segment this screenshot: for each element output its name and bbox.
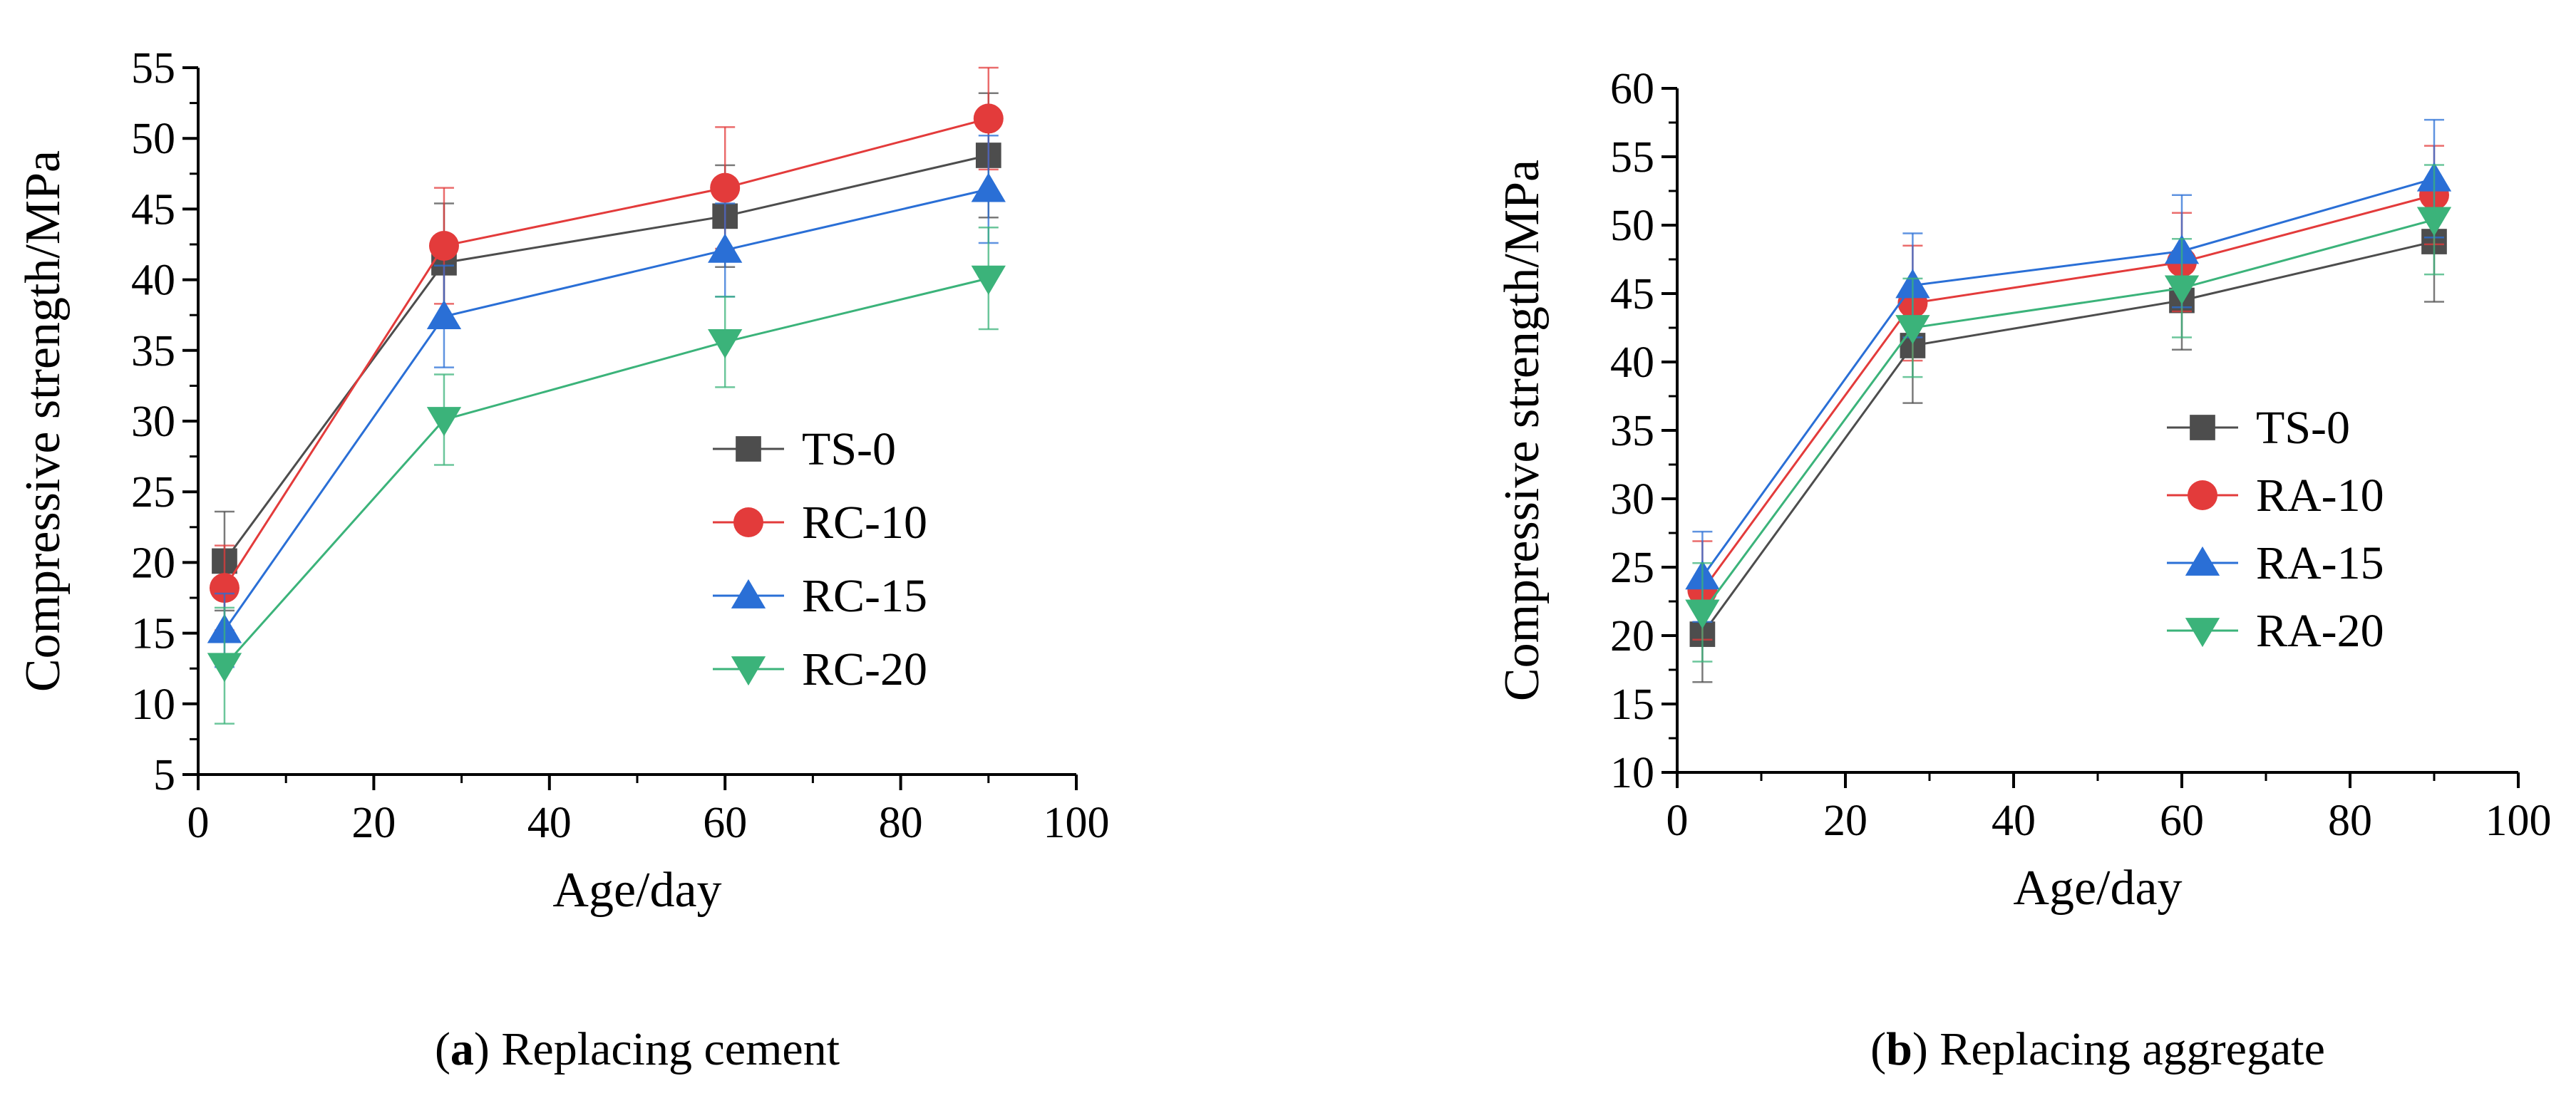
- legend-marker: [731, 579, 766, 609]
- caption-text: Replacing aggregate: [1939, 1023, 2325, 1075]
- x-tick-label: 20: [351, 799, 396, 847]
- legend-label: RC-15: [802, 570, 927, 622]
- caption-text: Replacing cement: [501, 1023, 840, 1075]
- chart-panel-b: 0 20 40 60 80 100 10 15 20 25 30 35 40 45 50 55 60 Age/da…: [1495, 65, 2552, 1075]
- legend-marker: [733, 507, 763, 537]
- data-point: [426, 300, 462, 330]
- x-tick-label: 100: [1044, 799, 1110, 847]
- legend-label: RA-10: [2256, 470, 2384, 522]
- data-point: [708, 329, 743, 358]
- x-tick-label: 60: [703, 799, 747, 847]
- series-line: [223, 277, 989, 667]
- legend-label: RC-10: [802, 497, 927, 549]
- legend-item-RC-20: RC-20: [713, 643, 927, 695]
- data-point: [207, 653, 242, 683]
- y-tick-label: 45: [131, 185, 175, 234]
- y-tick-label: 10: [131, 680, 175, 729]
- y-axis-title: Compressive strength/MPa: [1495, 160, 1550, 701]
- y-tick-label: 20: [131, 539, 175, 587]
- caption-label: b: [1886, 1023, 1912, 1075]
- series-line: [1701, 218, 2435, 613]
- series-line: [1701, 194, 2435, 591]
- x-tick-label: 80: [2328, 797, 2372, 845]
- y-tick-label: 30: [131, 398, 175, 446]
- y-tick-label: 50: [1610, 202, 1654, 250]
- y-tick-label: 5: [153, 751, 175, 799]
- x-tick-label: 60: [2160, 797, 2204, 845]
- y-tick-label: 35: [131, 327, 175, 376]
- legend-item-TS-0: TS-0: [2167, 402, 2350, 454]
- data-point: [209, 573, 239, 604]
- caption-label: a: [450, 1023, 474, 1075]
- legend-label: RA-20: [2256, 605, 2384, 657]
- x-tick-label: 20: [1823, 797, 1867, 845]
- data-point: [971, 265, 1006, 295]
- data-point: [973, 103, 1004, 134]
- series-RC-10: [209, 66, 1004, 631]
- x-axis-title: Age/day: [552, 863, 721, 918]
- series-line: [223, 188, 989, 631]
- y-tick-label: 10: [1610, 749, 1654, 797]
- y-tick-label: 15: [1610, 680, 1654, 729]
- y-tick-label: 25: [131, 468, 175, 517]
- legend-label: RC-20: [802, 643, 927, 695]
- legend-marker: [2185, 618, 2220, 648]
- series-RA-20: [1685, 164, 2452, 663]
- series-RC-20: [207, 226, 1006, 725]
- y-tick-label: 40: [1610, 338, 1654, 387]
- x-tick-label: 40: [527, 799, 572, 847]
- data-point: [428, 230, 459, 261]
- y-tick-label: 15: [131, 610, 175, 658]
- y-tick-label: 40: [131, 257, 175, 305]
- y-tick-label: 35: [1610, 407, 1654, 455]
- y-axis-title: Compressive strength/MPa: [16, 150, 71, 692]
- y-tick-label: 55: [1610, 133, 1654, 182]
- y-tick-label: 45: [1610, 270, 1654, 319]
- legend-item-RA-10: RA-10: [2167, 470, 2384, 522]
- caption-b: (b) Replacing aggregate: [1870, 1023, 2325, 1075]
- x-tick-label: 80: [879, 799, 923, 847]
- data-point: [2416, 207, 2452, 237]
- legend-marker: [2190, 415, 2215, 440]
- legend-label: TS-0: [802, 423, 896, 475]
- series-line: [223, 154, 989, 562]
- data-point: [426, 407, 462, 437]
- legend-marker: [2188, 480, 2217, 510]
- data-point: [1685, 599, 1720, 629]
- series-line: [1701, 240, 2435, 635]
- legend-label: RA-15: [2256, 537, 2384, 589]
- data-point: [1895, 315, 1930, 345]
- legend-item-RC-10: RC-10: [713, 497, 927, 549]
- legend-marker: [736, 436, 761, 462]
- y-tick-label: 25: [1610, 544, 1654, 592]
- y-tick-label: 30: [1610, 475, 1654, 524]
- y-tick-label: 60: [1610, 65, 1654, 113]
- x-tick-label: 0: [1666, 797, 1689, 845]
- data-point: [971, 172, 1006, 202]
- caption-a: (a) Replacing cement: [435, 1023, 840, 1075]
- x-axis-title: Age/day: [2013, 861, 2182, 916]
- legend-marker: [2185, 546, 2220, 576]
- legend-item-TS-0: TS-0: [713, 423, 896, 475]
- series-line: [1701, 177, 2435, 578]
- data-point: [710, 172, 741, 203]
- data-point: [2164, 275, 2200, 305]
- chart-panel-a: 0 20 40 60 80 100 5 10 15 20 25 30 35 40 45 50 55 Age/day…: [16, 44, 1110, 1075]
- legend-item-RA-20: RA-20: [2167, 605, 2384, 657]
- data-point: [708, 233, 743, 263]
- series-line: [223, 117, 989, 589]
- legend-item-RA-15: RA-15: [2167, 537, 2384, 589]
- y-tick-label: 20: [1610, 612, 1654, 661]
- x-tick-label: 40: [1992, 797, 2036, 845]
- y-tick-label: 50: [131, 115, 175, 163]
- legend-label: TS-0: [2256, 402, 2350, 454]
- y-tick-label: 55: [131, 44, 175, 93]
- legend-marker: [731, 656, 766, 686]
- legend-item-RC-15: RC-15: [713, 570, 927, 622]
- x-tick-label: 0: [187, 799, 210, 847]
- x-tick-label: 100: [2485, 797, 2552, 845]
